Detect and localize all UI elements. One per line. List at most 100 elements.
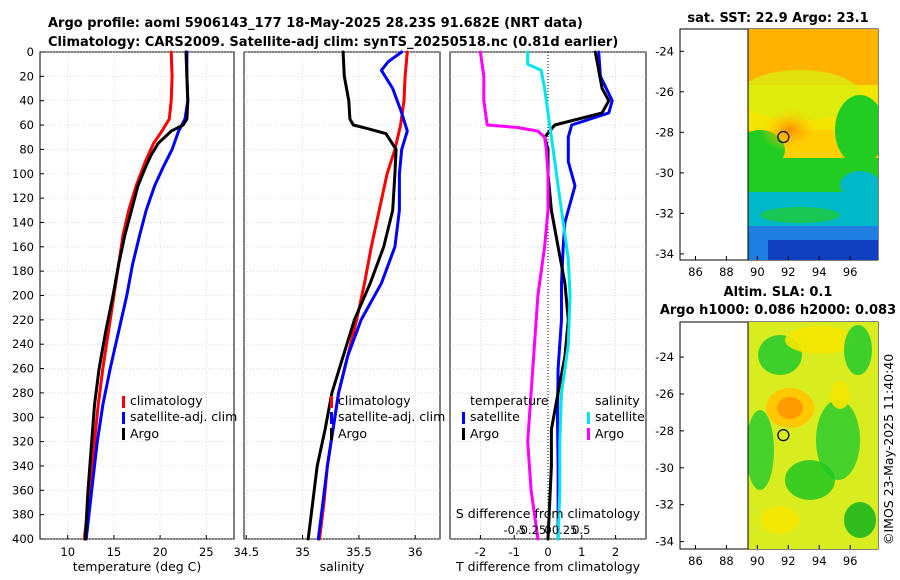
x-tick-label: -1	[508, 545, 519, 559]
series-line-argo	[306, 50, 398, 541]
difference-lines	[478, 50, 614, 541]
temperature-xticks: 10 15 20 25	[60, 535, 214, 559]
lat-tick-label: -30	[655, 461, 674, 475]
lat-tick-label: -24	[655, 350, 674, 364]
lat-tick-label: -26	[655, 85, 674, 99]
series-line-salinity-argo	[478, 50, 550, 541]
legend-label-argo: Argo	[338, 426, 367, 441]
legend-label-satellite: satellite-adj. clim	[338, 409, 445, 424]
sst-lat-ticks: -24 -26 -28 -30 -32 -34	[655, 44, 684, 261]
lon-tick-label: 92	[781, 265, 796, 279]
difference-legend-salinity: salinity satellite Argo	[587, 393, 645, 441]
lat-tick-label: -28	[655, 125, 674, 139]
legend-label-t-satellite: satellite	[470, 409, 520, 424]
depth-tick-label: 60	[19, 118, 34, 132]
depth-tick-label: 380	[12, 508, 34, 522]
depth-tick-label: 320	[12, 435, 34, 449]
lon-tick-label: 90	[750, 265, 765, 279]
lat-tick-label: -32	[655, 498, 674, 512]
salinity-xticks: 34.5 35 35.5 36	[233, 535, 423, 559]
sla-map-title-line1: Altim. SLA: 0.1	[724, 285, 833, 300]
legend-swatch-s-satellite	[587, 412, 590, 424]
depth-tick-label: 300	[12, 410, 34, 424]
depth-ticks: 0 20 40 60 80 100 120 140 160 180 200 220 240 260 280 3…	[12, 45, 44, 546]
s-difference-label: S difference from climatology	[456, 506, 641, 521]
depth-tick-label: 100	[12, 167, 34, 181]
legend-label-t-argo: Argo	[470, 426, 499, 441]
legend-swatch-climatology	[122, 396, 125, 408]
lon-tick-label: 96	[843, 265, 858, 279]
salinity-legend: climatology satellite-adj. clim Argo	[330, 393, 445, 441]
legend-title-temperature: temperature	[470, 393, 549, 408]
legend-label-satellite: satellite-adj. clim	[130, 409, 237, 424]
legend-swatch-t-satellite	[462, 412, 465, 424]
lat-tick-label: -30	[655, 166, 674, 180]
lat-tick-label: -34	[655, 535, 674, 549]
s-diff-tick-label: 0	[544, 523, 551, 537]
x-tick-label: -2	[475, 545, 486, 559]
series-line-salinity-satellite	[526, 50, 572, 541]
sst-map: sat. SST: 22.9 Argo: 23.1 -24 -26 -28 -30 -3…	[655, 11, 879, 279]
x-tick-label: 10	[60, 545, 75, 559]
depth-tick-label: 120	[12, 191, 34, 205]
lat-tick-label: -26	[655, 387, 674, 401]
depth-tick-label: 260	[12, 362, 34, 376]
lat-tick-label: -32	[655, 206, 674, 220]
lon-tick-label: 86	[688, 265, 703, 279]
x-tick-label: 25	[199, 545, 214, 559]
legend-swatch-argo	[122, 428, 125, 440]
difference-legend-temperature: temperature satellite Argo	[462, 393, 549, 441]
depth-tick-label: 280	[12, 386, 34, 400]
salinity-difference-ticks: -0.5-0.250 0.250.5	[504, 523, 591, 537]
sla-field	[748, 322, 878, 549]
depth-tick-label: 160	[12, 240, 34, 254]
lon-tick-label: 86	[688, 554, 703, 568]
x-tick-label: 2	[612, 545, 619, 559]
lon-tick-label: 92	[781, 554, 796, 568]
sla-argo-location-marker	[777, 429, 790, 442]
x-tick-label: 1	[578, 545, 585, 559]
legend-swatch-t-argo	[462, 428, 465, 440]
salinity-xlabel: salinity	[320, 559, 365, 574]
salinity-axes-frame	[243, 51, 441, 540]
x-tick-label: 0	[544, 545, 551, 559]
x-tick-label: 36	[408, 545, 423, 559]
s-diff-tick-label: -0.25	[516, 523, 546, 537]
x-tick-label: 20	[153, 545, 168, 559]
lon-tick-label: 96	[843, 554, 858, 568]
lon-tick-label: 88	[719, 554, 734, 568]
legend-swatch-climatology	[330, 396, 333, 408]
s-diff-tick-label: 0.5	[572, 523, 590, 537]
depth-tick-label: 340	[12, 459, 34, 473]
lon-tick-label: 94	[812, 265, 827, 279]
salinity-panel: 34.5 35 35.5 36 salinity climatology satell…	[233, 50, 445, 574]
x-tick-label: 15	[107, 545, 122, 559]
s-diff-tick-label: -0.5	[504, 523, 526, 537]
figure-title-line2: Climatology: CARS2009. Satellite-adj cli…	[48, 35, 618, 50]
legend-label-climatology: climatology	[338, 393, 411, 408]
legend-swatch-s-argo	[587, 428, 590, 440]
sla-map: Altim. SLA: 0.1 Argo h1000: 0.086 h2000:…	[655, 285, 896, 568]
lat-tick-label: -28	[655, 424, 674, 438]
depth-tick-label: 400	[12, 532, 34, 546]
depth-tick-label: 180	[12, 264, 34, 278]
depth-tick-label: 200	[12, 289, 34, 303]
depth-tick-label: 20	[19, 69, 34, 83]
temperature-legend: climatology satellite-adj. clim Argo	[122, 393, 237, 441]
lon-tick-label: 88	[719, 265, 734, 279]
legend-title-salinity: salinity	[595, 393, 640, 408]
salinity-grid	[244, 51, 440, 540]
depth-tick-label: 80	[19, 142, 34, 156]
x-tick-label: 34.5	[233, 545, 259, 559]
sla-lat-ticks: -24 -26 -28 -30 -32 -34	[655, 350, 684, 549]
sla-map-title-line2: Argo h1000: 0.086 h2000: 0.083	[660, 303, 896, 318]
legend-swatch-satellite	[122, 412, 125, 424]
temperature-lines	[82, 50, 190, 541]
temperature-panel: 10 15 20 25 0 20 40 60 80 100 120 140 160 180 200 220 2…	[12, 45, 237, 574]
imos-credit: ©IMOS 23-May-2025 11:40:40	[881, 354, 896, 545]
x-tick-label: 35.5	[346, 545, 372, 559]
series-line-satellite-adj-clim	[84, 50, 190, 541]
series-line-temperature-argo	[543, 50, 611, 541]
lat-tick-label: -24	[655, 44, 674, 58]
